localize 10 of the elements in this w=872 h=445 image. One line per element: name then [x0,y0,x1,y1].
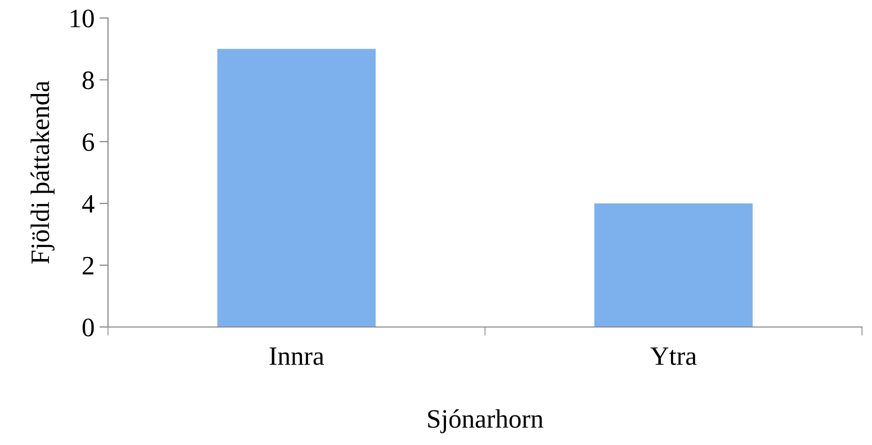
x-axis-title: Sjónarhorn [428,409,544,434]
y-tick-label: 10 [70,10,94,28]
y-tick-label: 0 [82,318,94,336]
y-tick-label: 4 [82,195,94,213]
x-tick-label: Innra [270,347,324,366]
x-tick-label: Ytra [650,347,697,366]
y-tick-label: 8 [82,71,94,90]
y-tick-label: 2 [82,256,94,274]
y-tick-label: 6 [82,133,94,152]
y-axis-title: Fjöldi þáttakenda [30,80,55,264]
